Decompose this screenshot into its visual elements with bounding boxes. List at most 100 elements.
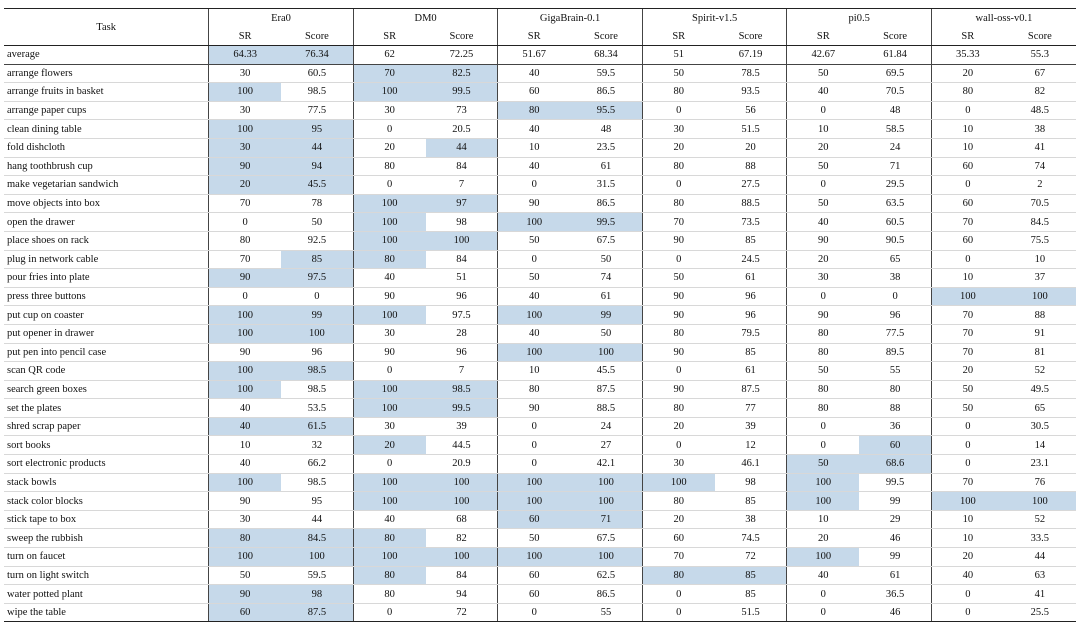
table-row: place shoes on rack 80 92.5 100 100 50 67.5 90 8… — [4, 231, 1076, 251]
sr-cell: 50 — [786, 157, 860, 177]
sr-cell-highlighted: 100 — [208, 547, 282, 567]
sr-cell: 62 — [352, 45, 426, 65]
sr-cell-highlighted: 100 — [786, 491, 860, 511]
sr-cell-highlighted: 50 — [786, 454, 860, 474]
score-cell: 73 — [425, 101, 498, 121]
sr-cell-highlighted: 60 — [497, 510, 571, 530]
score-cell: 76 — [1003, 473, 1076, 493]
table-row: make vegetarian sandwich 20 45.5 0 7 0 31.5 0 27… — [4, 175, 1076, 195]
score-cell-highlighted: 99.5 — [425, 398, 498, 418]
table-row: sweep the rubbish 80 84.5 80 82 50 67.5 60 74.5 2… — [4, 528, 1076, 549]
table-row: open the drawer 0 50 100 98 100 99.5 70 73.5 40 60… — [4, 212, 1076, 232]
task-name: search green boxes — [4, 380, 209, 400]
sr-cell: 20 — [786, 250, 860, 270]
score-cell: 72.25 — [425, 45, 498, 65]
sr-cell: 0 — [930, 417, 1004, 437]
score-cell: 73.5 — [714, 212, 787, 232]
sr-cell: 0 — [786, 101, 860, 121]
score-cell-highlighted: 100 — [425, 473, 498, 493]
sr-cell: 0 — [352, 119, 426, 139]
sr-cell: 30 — [641, 454, 715, 474]
score-cell: 7 — [425, 361, 498, 381]
sr-cell-highlighted: 100 — [352, 305, 426, 325]
score-cell: 41 — [1003, 138, 1076, 158]
score-cell-highlighted: 95.5 — [570, 101, 643, 121]
score-cell-highlighted: 99 — [570, 305, 643, 325]
sr-cell: 50 — [930, 380, 1004, 400]
score-cell: 84 — [425, 250, 498, 270]
score-cell: 67.5 — [570, 528, 643, 549]
sr-cell: 90 — [497, 398, 571, 418]
score-cell: 98.5 — [281, 473, 354, 493]
table-row: turn on light switch 50 59.5 80 84 60 62.5 80 85… — [4, 566, 1076, 586]
score-cell: 74 — [1003, 157, 1076, 177]
score-cell: 90.5 — [859, 231, 932, 251]
score-cell: 7 — [425, 175, 498, 195]
sr-cell-highlighted: 100 — [641, 473, 715, 493]
score-cell: 74 — [570, 268, 643, 288]
sr-cell: 90 — [352, 343, 426, 363]
score-cell: 87.5 — [570, 380, 643, 400]
sr-cell-highlighted: 100 — [208, 82, 282, 102]
score-cell: 55.3 — [1003, 45, 1076, 65]
score-cell: 86.5 — [570, 584, 643, 604]
score-cell-highlighted: 98.5 — [425, 380, 498, 400]
table-row: stack color blocks 90 95 100 100 100 100 80 85 10… — [4, 491, 1076, 511]
sr-cell-highlighted: 100 — [208, 119, 282, 139]
score-cell: 87.5 — [714, 380, 787, 400]
sr-cell-highlighted: 100 — [497, 305, 571, 325]
sr-cell: 60 — [930, 157, 1004, 177]
task-name: stack bowls — [4, 473, 209, 493]
table-row: sort books 10 32 20 44.5 0 27 0 12 0 60 0 14 — [4, 435, 1076, 456]
sr-cell: 30 — [786, 268, 860, 288]
sr-cell: 20 — [930, 64, 1004, 84]
sr-cell: 51.67 — [497, 45, 571, 65]
score-cell: 55 — [859, 361, 932, 381]
sr-cell-highlighted: 80 — [641, 566, 715, 586]
sr-cell: 50 — [786, 361, 860, 381]
score-cell: 53.5 — [281, 398, 354, 418]
sr-cell: 60 — [497, 584, 571, 604]
sr-cell: 30 — [352, 417, 426, 437]
sr-cell-highlighted: 20 — [352, 435, 426, 456]
sr-cell: 10 — [930, 268, 1004, 288]
sr-cell: 20 — [641, 510, 715, 530]
sr-cell: 70 — [930, 212, 1004, 232]
sr-cell: 70 — [930, 305, 1004, 325]
score-cell: 29.5 — [859, 175, 932, 195]
score-cell-highlighted: 87.5 — [281, 603, 354, 623]
sr-cell-highlighted: 100 — [930, 287, 1004, 307]
score-cell-highlighted: 82.5 — [425, 64, 498, 84]
table-row: hang toothbrush cup 90 94 80 84 40 61 80 88 50 71 6… — [4, 157, 1076, 177]
sr-cell: 50 — [497, 528, 571, 549]
sr-cell: 0 — [352, 361, 426, 381]
score-cell-highlighted: 99.5 — [425, 82, 498, 102]
table-row: fold dishcloth 30 44 20 44 10 23.5 20 20 20 24 10 41 — [4, 138, 1076, 158]
score-cell-highlighted: 100 — [425, 491, 498, 511]
table-row: press three buttons 0 0 90 96 40 61 90 96 0 0 100 10… — [4, 287, 1076, 307]
table-row: put opener in drawer 100 100 30 28 40 50 80 79.5… — [4, 324, 1076, 344]
score-cell: 37 — [1003, 268, 1076, 288]
task-name: arrange paper cups — [4, 101, 209, 121]
sr-cell: 0 — [641, 603, 715, 623]
sr-cell: 40 — [930, 566, 1004, 586]
score-cell: 38 — [714, 510, 787, 530]
sr-cell-highlighted: 20 — [208, 175, 282, 195]
score-cell: 58.5 — [859, 119, 932, 139]
sr-cell: 0 — [497, 435, 571, 456]
sr-cell: 10 — [930, 119, 1004, 139]
table-row: arrange paper cups 30 77.5 30 73 80 95.5 0 56 0 48… — [4, 101, 1076, 121]
score-column-header: Score — [425, 28, 498, 46]
score-cell: 80 — [859, 380, 932, 400]
sr-cell: 50 — [641, 268, 715, 288]
score-cell: 51 — [425, 268, 498, 288]
sr-cell: 90 — [641, 343, 715, 363]
sr-cell: 80 — [786, 343, 860, 363]
sr-column-header: SR — [497, 28, 571, 46]
score-cell: 61 — [570, 287, 643, 307]
model-header: Era0 — [208, 8, 354, 28]
score-cell: 65 — [1003, 398, 1076, 418]
score-cell: 88 — [714, 157, 787, 177]
sr-cell: 10 — [930, 510, 1004, 530]
sr-cell: 10 — [786, 119, 860, 139]
